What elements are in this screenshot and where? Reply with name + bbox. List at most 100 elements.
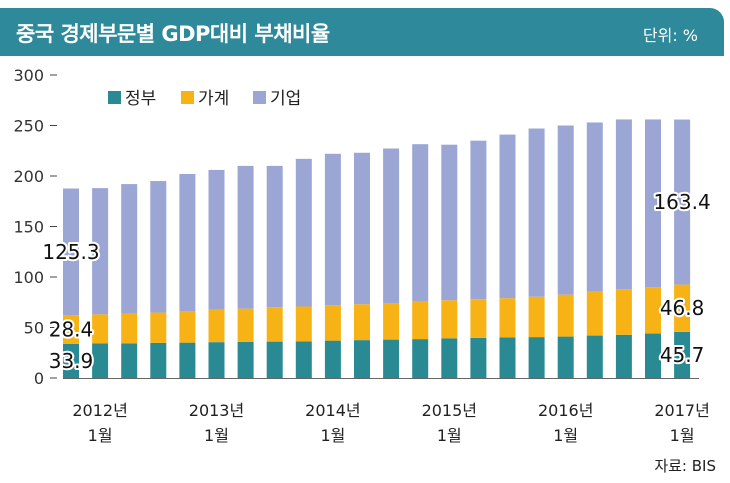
bar-segment-government — [354, 340, 370, 378]
unit-label: 단위: % — [642, 26, 698, 45]
bar-segment-household — [63, 315, 79, 344]
bar-segment-corporate — [179, 173, 196, 312]
bar-segment-household — [645, 287, 661, 334]
bar-segment-corporate — [121, 184, 138, 314]
bar-segment-government — [121, 343, 138, 378]
x-tick-label-year: 2016년 — [538, 401, 593, 420]
legend-swatch — [253, 91, 266, 104]
bar-segment-corporate — [208, 169, 225, 310]
legend-swatch — [108, 91, 121, 104]
y-tick-label: 50 — [24, 319, 44, 338]
y-tick-label: 0 — [34, 369, 44, 388]
bar-segment-corporate — [266, 165, 283, 308]
annotations: 33.9 28.4 125.3 45.7 46.8 163.4 — [40, 188, 712, 375]
bar-segment-corporate — [528, 128, 545, 297]
bar-segment-household — [528, 296, 545, 338]
bar-segment-household — [354, 304, 370, 341]
bar-segment-government — [266, 341, 283, 378]
bar-segment-corporate — [557, 125, 574, 295]
legend-label: 가계 — [198, 89, 229, 109]
x-tick-label-month: 1월 — [437, 426, 462, 445]
bar-segment-household — [295, 306, 312, 342]
bar-segment-government — [237, 341, 254, 378]
x-tick-label-month: 1월 — [88, 426, 113, 445]
legend: 정부 가계 기업 — [108, 89, 301, 109]
x-tick-label-month: 1월 — [670, 426, 695, 445]
bar-segment-government — [645, 333, 661, 378]
bar-segment-corporate — [92, 188, 109, 315]
chart-title: 중국 경제부문별 GDP대비 부채비율 — [16, 22, 330, 46]
bar-segment-government — [324, 340, 341, 378]
bar-segment-government — [615, 334, 632, 378]
bar-segment-corporate — [295, 158, 312, 307]
y-tick-label: 200 — [13, 167, 44, 186]
bar-segment-household — [179, 311, 196, 343]
title-banner: 중국 경제부문별 GDP대비 부채비율 단위: % — [0, 8, 724, 56]
x-tick-label-year: 2012년 — [72, 401, 127, 420]
legend-label: 정부 — [125, 89, 156, 109]
x-tick-label-year: 2015년 — [422, 401, 477, 420]
bar-segment-corporate — [645, 119, 661, 288]
bar-segment-corporate — [150, 181, 167, 313]
bar-segment-government — [92, 343, 109, 378]
bar-segment-household — [615, 289, 632, 335]
bar-segment-household — [674, 284, 691, 332]
data-label: 33.9 — [49, 349, 94, 373]
bar-segment-government — [528, 337, 545, 378]
bar-segment-government — [295, 341, 312, 378]
y-axis: 0 50 100 150 200 250 300 — [13, 66, 57, 388]
bar-segment-government — [470, 337, 487, 378]
x-tick-label-month: 1월 — [320, 426, 345, 445]
y-tick-label: 250 — [13, 117, 44, 136]
bar-segment-corporate — [354, 152, 370, 305]
bar-segment-corporate — [412, 144, 429, 302]
data-label: 28.4 — [49, 317, 94, 341]
source-note: 자료: BIS — [654, 457, 716, 475]
x-tick-label-month: 1월 — [553, 426, 578, 445]
bar-segment-corporate — [499, 134, 516, 299]
bar-segment-government — [208, 342, 225, 378]
bar-segment-government — [63, 343, 79, 378]
bar-segment-government — [586, 335, 603, 378]
bar-segment-corporate — [441, 144, 458, 301]
legend-label: 기업 — [270, 89, 301, 109]
x-tick-label-year: 2017년 — [654, 401, 709, 420]
bar-segment-government — [412, 339, 429, 378]
bar-segment-corporate — [383, 148, 400, 304]
bar-segment-household — [92, 314, 109, 344]
bar-segment-government — [499, 337, 516, 378]
bar-segment-household — [412, 301, 429, 340]
bar-segment-corporate — [63, 188, 79, 316]
x-tick-label-year: 2013년 — [189, 401, 244, 420]
bar-segment-household — [441, 300, 458, 339]
bar-segment-corporate — [674, 119, 691, 285]
data-label: 46.8 — [660, 296, 705, 320]
bar-segment-household — [383, 303, 400, 340]
bar-segment-corporate — [586, 122, 603, 292]
data-label: 45.7 — [660, 343, 705, 367]
x-tick-label-year: 2014년 — [305, 401, 360, 420]
bar-segment-household — [470, 299, 487, 338]
data-label: 163.4 — [653, 190, 710, 214]
bar-segment-government — [557, 336, 574, 378]
data-label: 125.3 — [42, 240, 99, 264]
bar-segment-household — [121, 313, 138, 344]
bar-segment-household — [150, 312, 167, 343]
bars-group — [63, 119, 691, 378]
y-tick-label: 100 — [13, 268, 44, 287]
bar-segment-household — [237, 308, 254, 342]
bar-segment-household — [324, 305, 341, 341]
bar-segment-household — [266, 307, 283, 342]
x-axis: 2012년 1월 2013년 1월 2014년 1월 2015년 1월 2016년 1월 2017년… — [63, 378, 710, 445]
bar-segment-corporate — [470, 140, 487, 300]
x-tick-label-month: 1월 — [204, 426, 229, 445]
bar-segment-corporate — [324, 153, 341, 306]
bar-segment-household — [499, 298, 516, 338]
y-tick-label: 150 — [13, 218, 44, 237]
bar-segment-corporate — [615, 119, 632, 290]
y-tick-label: 300 — [13, 66, 44, 85]
legend-swatch — [181, 91, 194, 104]
bar-segment-household — [557, 294, 574, 337]
bar-segment-household — [208, 309, 225, 343]
